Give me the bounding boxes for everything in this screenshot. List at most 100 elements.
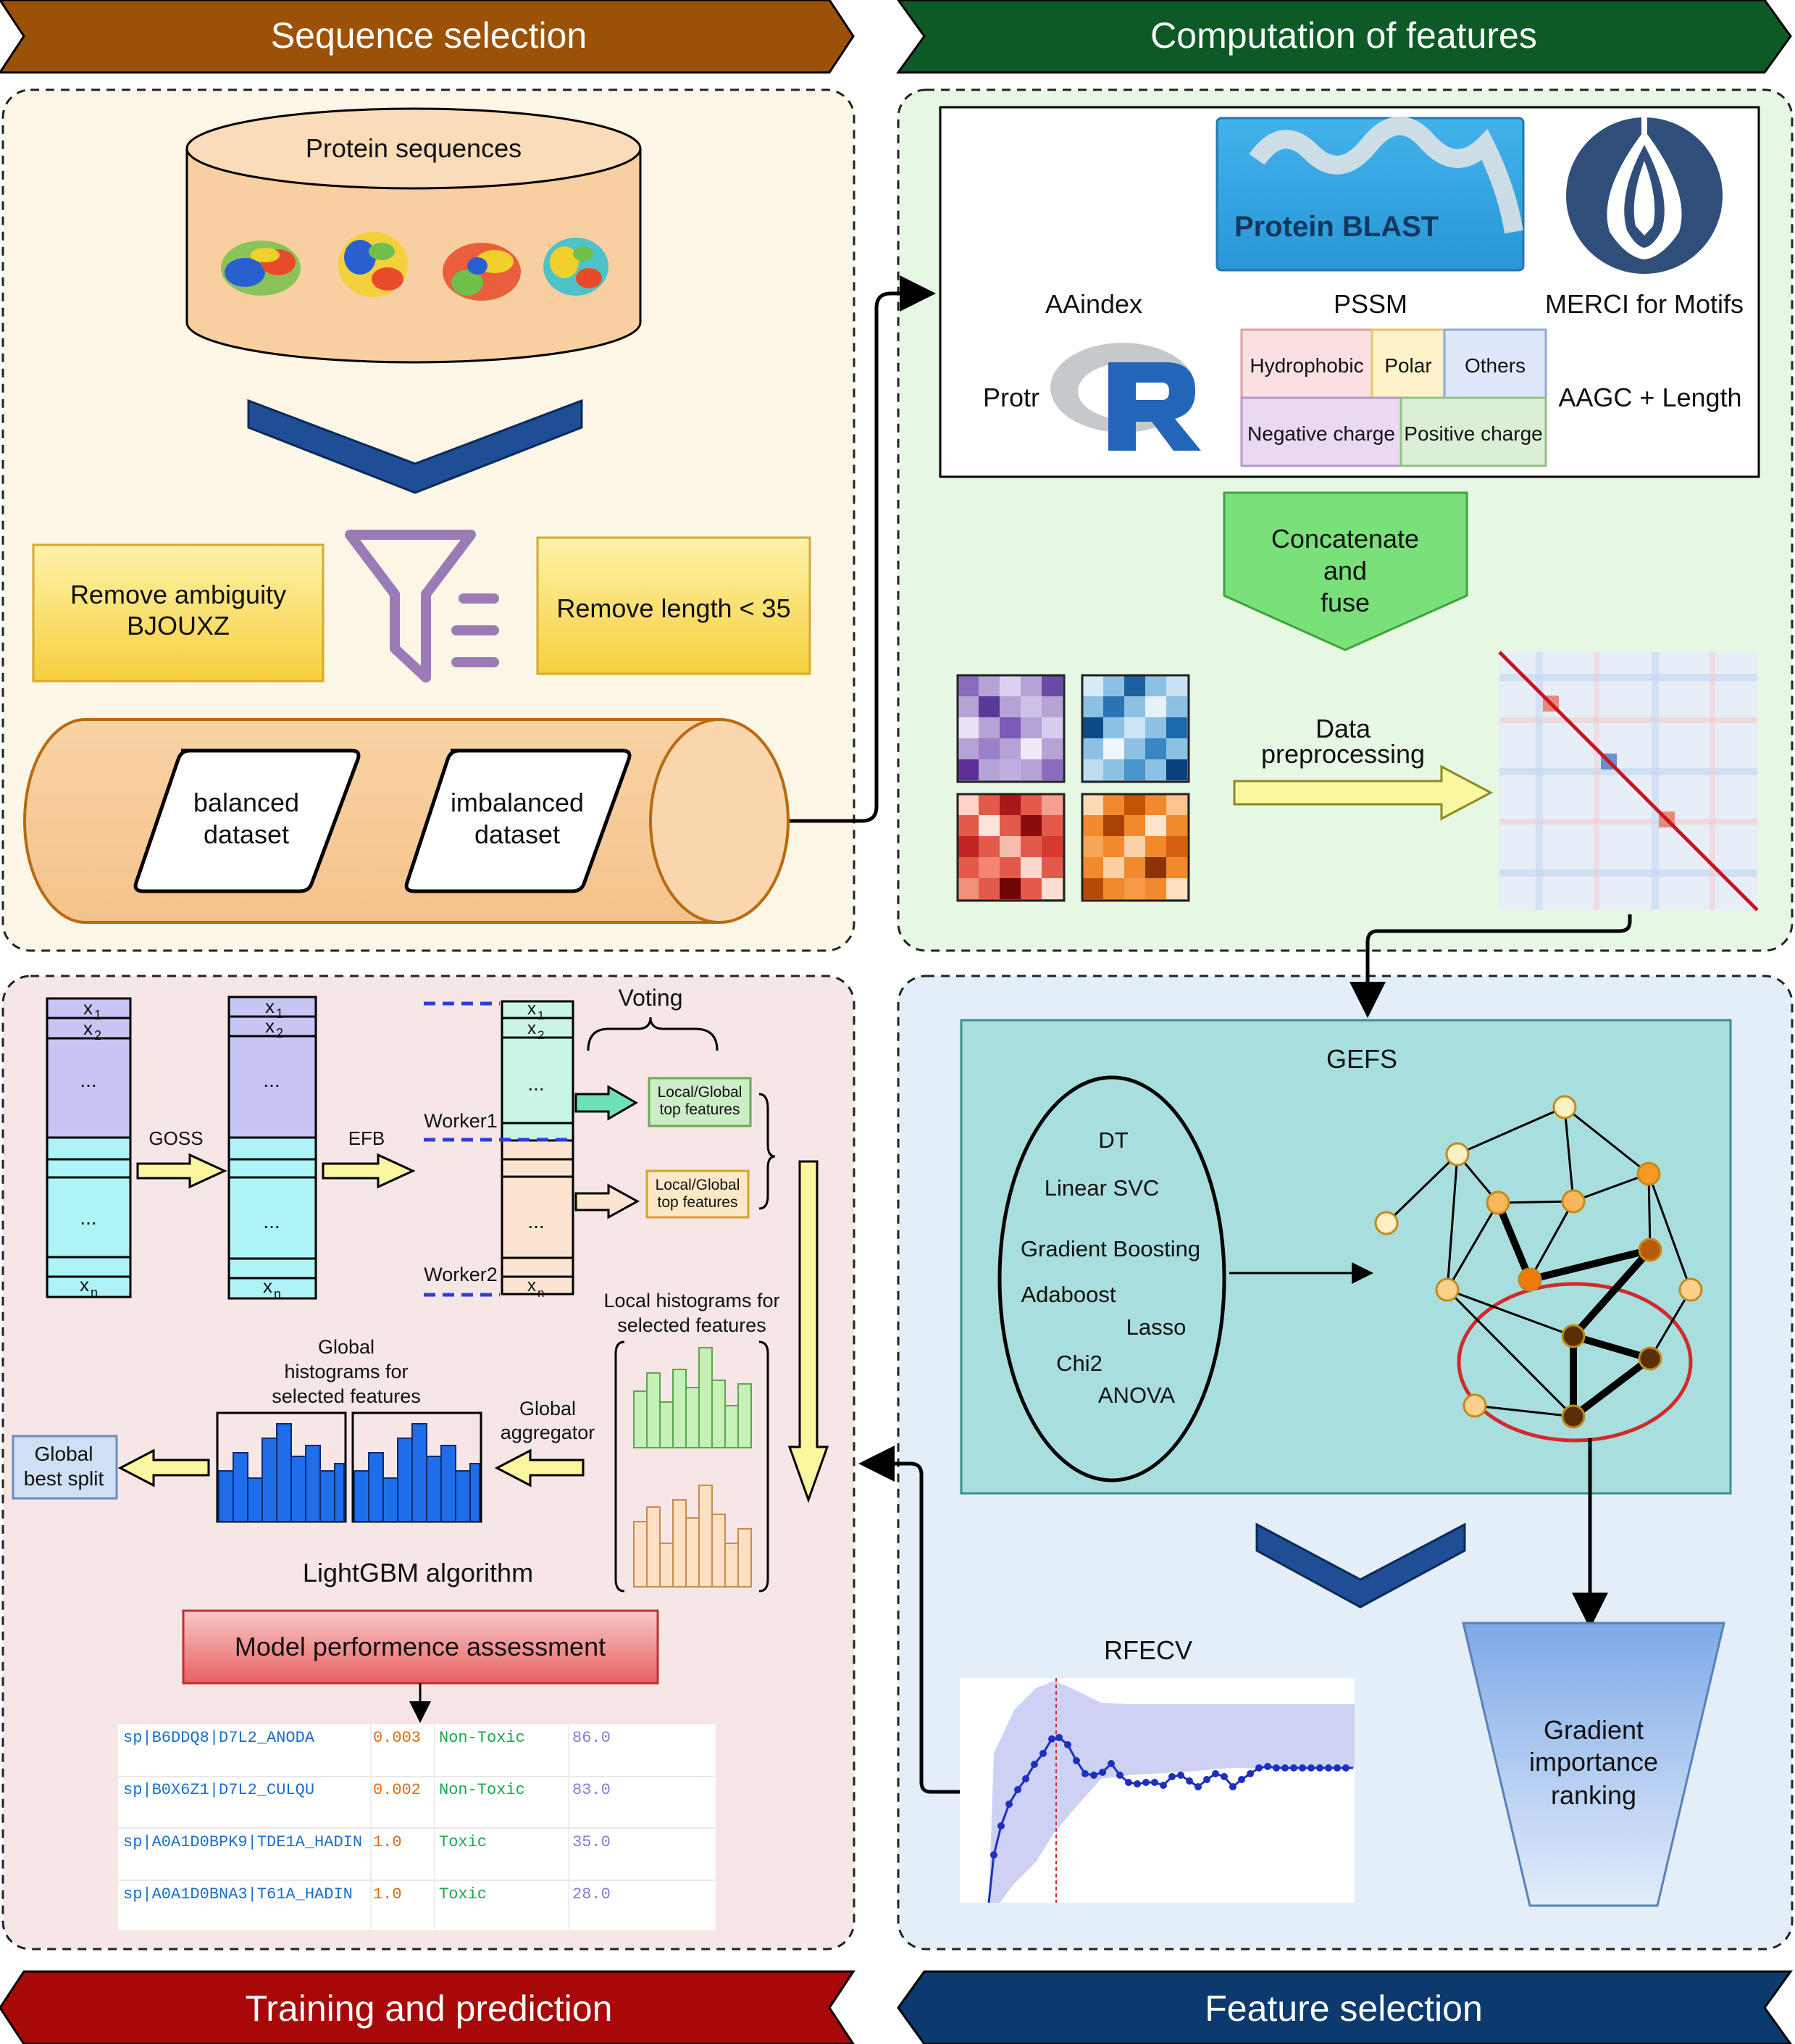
assessment-label: Model performence assessment: [235, 1632, 606, 1661]
banner-sequence-selection: Sequence selection: [0, 0, 855, 74]
efb-arrow: EFB: [322, 1127, 416, 1189]
x2-sub: 2: [537, 1028, 544, 1042]
row-value: 35.0: [572, 1833, 611, 1851]
concat-line1: Concatenate: [1271, 524, 1419, 554]
x2-label: x: [83, 1017, 93, 1039]
correlation-matrix: [1498, 651, 1759, 912]
global-hist-line1: Global: [318, 1336, 375, 1358]
model-assessment-box: Model performence assessment: [182, 1609, 659, 1685]
table-row: sp|B6DDQ8|D7L2_ANODA 0.003 Non-Toxic 86.…: [123, 1729, 611, 1747]
balanced-line1: balanced: [193, 788, 299, 817]
x1-sub: 1: [94, 1008, 101, 1022]
local-global-box-1: Local/Global top features: [648, 1077, 752, 1127]
row-label: Non-Toxic: [439, 1781, 525, 1799]
voting-label: Voting: [619, 985, 683, 1011]
x2-label: x: [527, 1019, 536, 1038]
row-score: 1.0: [373, 1885, 402, 1903]
protein-database-cylinder: Protein sequences: [185, 107, 642, 364]
best-split-line2: best split: [24, 1467, 104, 1490]
efb-label: EFB: [348, 1127, 385, 1149]
connector-arrow: [1350, 914, 1632, 1018]
banner-title: Sequence selection: [271, 15, 587, 56]
worker1-label: Worker1: [424, 1110, 498, 1132]
banner-feature-selection: Feature selection: [897, 1970, 1793, 2044]
lightgbm-label: LightGBM algorithm: [303, 1558, 533, 1588]
table-row: sp|B0X6Z1|D7L2_CULQU 0.002 Non-Toxic 83.…: [123, 1781, 611, 1799]
row-id: sp|B0X6Z1|D7L2_CULQU: [123, 1781, 314, 1799]
arrow-worker1: [574, 1085, 638, 1121]
local-histogram-orange: [633, 1485, 752, 1588]
aaindex-label: AAindex: [1045, 289, 1142, 319]
banner-title: Computation of features: [1150, 15, 1537, 56]
gefs-label: GEFS: [1326, 1044, 1397, 1074]
gradient-line2: importance: [1529, 1747, 1658, 1777]
brace: [758, 1093, 776, 1210]
table-row: sp|A0A1D0BPK9|TDE1A_HADIN 1.0 Toxic 35.0: [123, 1833, 611, 1851]
feature-graph: [1374, 1095, 1703, 1629]
concatenate-fuse-arrow: Concatenate and fuse: [1223, 491, 1468, 651]
methods-ellipse: DT Linear SVC Gradient Boosting Adaboost…: [997, 1075, 1226, 1482]
table-row: sp|A0A1D0BNA3|T61A_HADIN 1.0 Toxic 28.0: [123, 1885, 611, 1903]
preproc-line2: preprocessing: [1261, 739, 1425, 769]
db-label: Protein sequences: [306, 133, 522, 163]
global-histogram-1: [216, 1411, 347, 1523]
heatmap-blue: [1081, 674, 1190, 783]
filter1-line1: Remove ambiguity: [70, 580, 286, 609]
lg1-line2: top features: [660, 1101, 740, 1118]
filter-remove-length: Remove length < 35: [536, 536, 811, 675]
row-id: sp|A0A1D0BNA3|T61A_HADIN: [123, 1885, 353, 1903]
aagc-label: AAGC + Length: [1558, 383, 1741, 412]
imbalanced-line1: imbalanced: [451, 788, 584, 817]
filter-remove-ambiguity: Remove ambiguity BJOUXZ: [32, 543, 325, 683]
connector-arrow: [790, 275, 936, 823]
worker2-label: Worker2: [424, 1264, 498, 1285]
xn-label: x: [527, 1276, 536, 1296]
x1-label: x: [83, 997, 93, 1019]
protein-blast-logo: Protein BLAST: [1216, 116, 1525, 272]
vertical-down-arrow: [787, 1160, 829, 1503]
x1-label: x: [527, 999, 536, 1019]
connector-arrow: [858, 1446, 960, 1794]
voting: Voting: [587, 985, 719, 1051]
x2-sub: 2: [94, 1028, 101, 1043]
imbalanced-dataset: imbalanced dataset: [404, 748, 632, 893]
balanced-dataset: balanced dataset: [133, 748, 361, 893]
banner-training-prediction: Training and prediction: [0, 1970, 855, 2044]
dots: ...: [263, 1069, 280, 1091]
global-histogram-2: [351, 1411, 482, 1523]
dots: ...: [263, 1210, 280, 1232]
rfecv-label: RFECV: [1104, 1635, 1192, 1665]
gefs-box: [960, 1019, 1732, 1495]
aagc-group-grid: Hydrophobic Polar Others Negative charge…: [1240, 328, 1547, 467]
balanced-line2: dataset: [204, 819, 289, 849]
global-hist-line3: selected features: [272, 1385, 421, 1407]
data-preprocessing-arrow: Data preprocessing: [1233, 714, 1494, 821]
row-label: Non-Toxic: [439, 1729, 525, 1747]
group-others: Others: [1465, 354, 1526, 377]
goss-label: GOSS: [148, 1127, 203, 1149]
group-positive: Positive charge: [1404, 422, 1542, 445]
gradient-line1: Gradient: [1544, 1715, 1644, 1745]
method-adaboost: Adaboost: [1021, 1282, 1116, 1307]
filter-icon: [345, 530, 499, 683]
banner-computation-features: Computation of features: [896, 0, 1792, 74]
arrow-worker2: [574, 1183, 640, 1219]
merci-onion-icon: [1566, 116, 1723, 274]
chevron-down-icon: [247, 399, 583, 494]
row-score: 0.003: [373, 1729, 421, 1747]
group-polar: Polar: [1384, 354, 1431, 377]
pssm-label: PSSM: [1334, 289, 1407, 319]
worker-dashes: [424, 1001, 572, 1297]
lg2-line2: top features: [658, 1194, 738, 1211]
row-score: 0.002: [373, 1781, 421, 1799]
method-dt: DT: [1098, 1127, 1128, 1153]
method-lasso: Lasso: [1126, 1314, 1187, 1340]
xn-sub: n: [91, 1285, 98, 1300]
global-aggregator: Global aggregator: [494, 1398, 595, 1488]
global-best-split-box: Global best split: [12, 1435, 118, 1500]
global-hist-line2: histograms for: [284, 1361, 408, 1382]
local-hist-line1: Local histograms for: [603, 1290, 779, 1311]
dots: ...: [527, 1072, 544, 1095]
